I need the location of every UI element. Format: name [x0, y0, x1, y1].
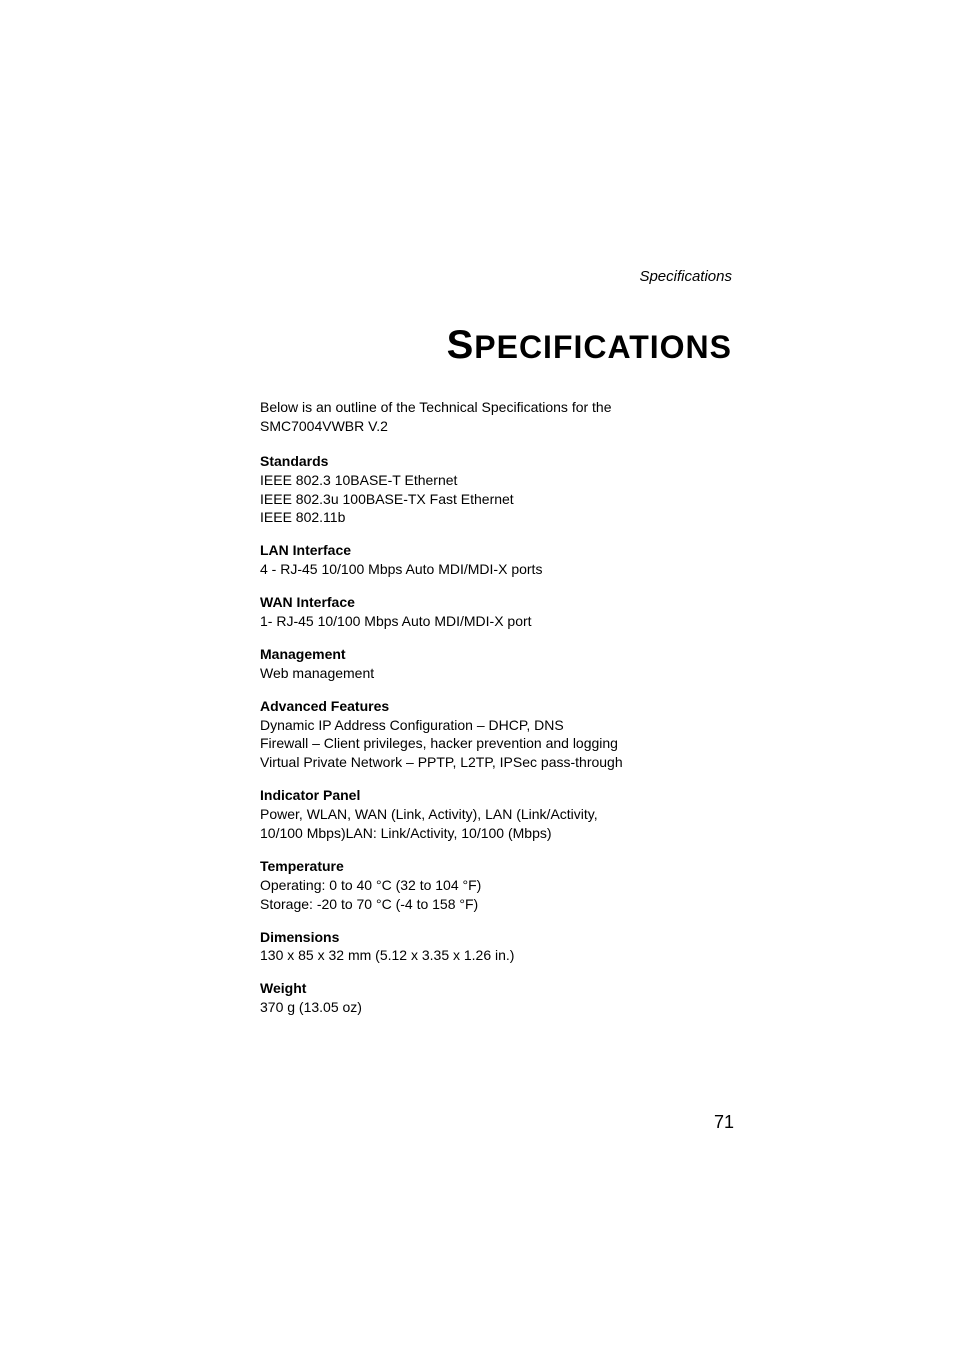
page-title-first-letter: S — [447, 323, 475, 367]
wan-interface-line1: 1- RJ-45 10/100 Mbps Auto MDI/MDI-X port — [260, 612, 732, 631]
standards-heading: Standards — [260, 452, 732, 471]
temperature-section: Temperature Operating: 0 to 40 °C (32 to… — [260, 857, 732, 914]
dimensions-heading: Dimensions — [260, 928, 732, 947]
indicator-panel-section: Indicator Panel Power, WLAN, WAN (Link, … — [260, 786, 732, 843]
weight-section: Weight 370 g (13.05 oz) — [260, 979, 732, 1017]
advanced-features-line3: Virtual Private Network – PPTP, L2TP, IP… — [260, 753, 732, 772]
page-title: SPECIFICATIONS — [260, 323, 732, 368]
dimensions-section: Dimensions 130 x 85 x 32 mm (5.12 x 3.35… — [260, 928, 732, 966]
wan-interface-section: WAN Interface 1- RJ-45 10/100 Mbps Auto … — [260, 593, 732, 631]
lan-interface-section: LAN Interface 4 - RJ-45 10/100 Mbps Auto… — [260, 541, 732, 579]
temperature-line1: Operating: 0 to 40 °C (32 to 104 °F) — [260, 876, 732, 895]
wan-interface-heading: WAN Interface — [260, 593, 732, 612]
indicator-panel-line2: 10/100 Mbps)LAN: Link/Activity, 10/100 (… — [260, 824, 732, 843]
running-header: Specifications — [260, 268, 732, 285]
indicator-panel-line1: Power, WLAN, WAN (Link, Activity), LAN (… — [260, 805, 732, 824]
management-line1: Web management — [260, 664, 732, 683]
advanced-features-heading: Advanced Features — [260, 697, 732, 716]
lan-interface-heading: LAN Interface — [260, 541, 732, 560]
weight-line1: 370 g (13.05 oz) — [260, 998, 732, 1017]
standards-line2: IEEE 802.3u 100BASE-TX Fast Ethernet — [260, 490, 732, 509]
page-content: Specifications SPECIFICATIONS Below is a… — [260, 268, 732, 1031]
temperature-heading: Temperature — [260, 857, 732, 876]
advanced-features-section: Advanced Features Dynamic IP Address Con… — [260, 697, 732, 773]
management-section: Management Web management — [260, 645, 732, 683]
advanced-features-line2: Firewall – Client privileges, hacker pre… — [260, 734, 732, 753]
dimensions-line1: 130 x 85 x 32 mm (5.12 x 3.35 x 1.26 in.… — [260, 946, 732, 965]
standards-section: Standards IEEE 802.3 10BASE-T Ethernet I… — [260, 452, 732, 528]
temperature-line2: Storage: -20 to 70 °C (-4 to 158 °F) — [260, 895, 732, 914]
lan-interface-line1: 4 - RJ-45 10/100 Mbps Auto MDI/MDI-X por… — [260, 560, 732, 579]
page-number: 71 — [714, 1112, 734, 1133]
standards-line3: IEEE 802.11b — [260, 508, 732, 527]
intro-line2: SMC7004VWBR V.2 — [260, 417, 732, 436]
advanced-features-line1: Dynamic IP Address Configuration – DHCP,… — [260, 716, 732, 735]
page-title-rest: PECIFICATIONS — [474, 329, 732, 365]
intro-line1: Below is an outline of the Technical Spe… — [260, 398, 732, 417]
indicator-panel-heading: Indicator Panel — [260, 786, 732, 805]
management-heading: Management — [260, 645, 732, 664]
intro-text: Below is an outline of the Technical Spe… — [260, 398, 732, 436]
standards-line1: IEEE 802.3 10BASE-T Ethernet — [260, 471, 732, 490]
weight-heading: Weight — [260, 979, 732, 998]
